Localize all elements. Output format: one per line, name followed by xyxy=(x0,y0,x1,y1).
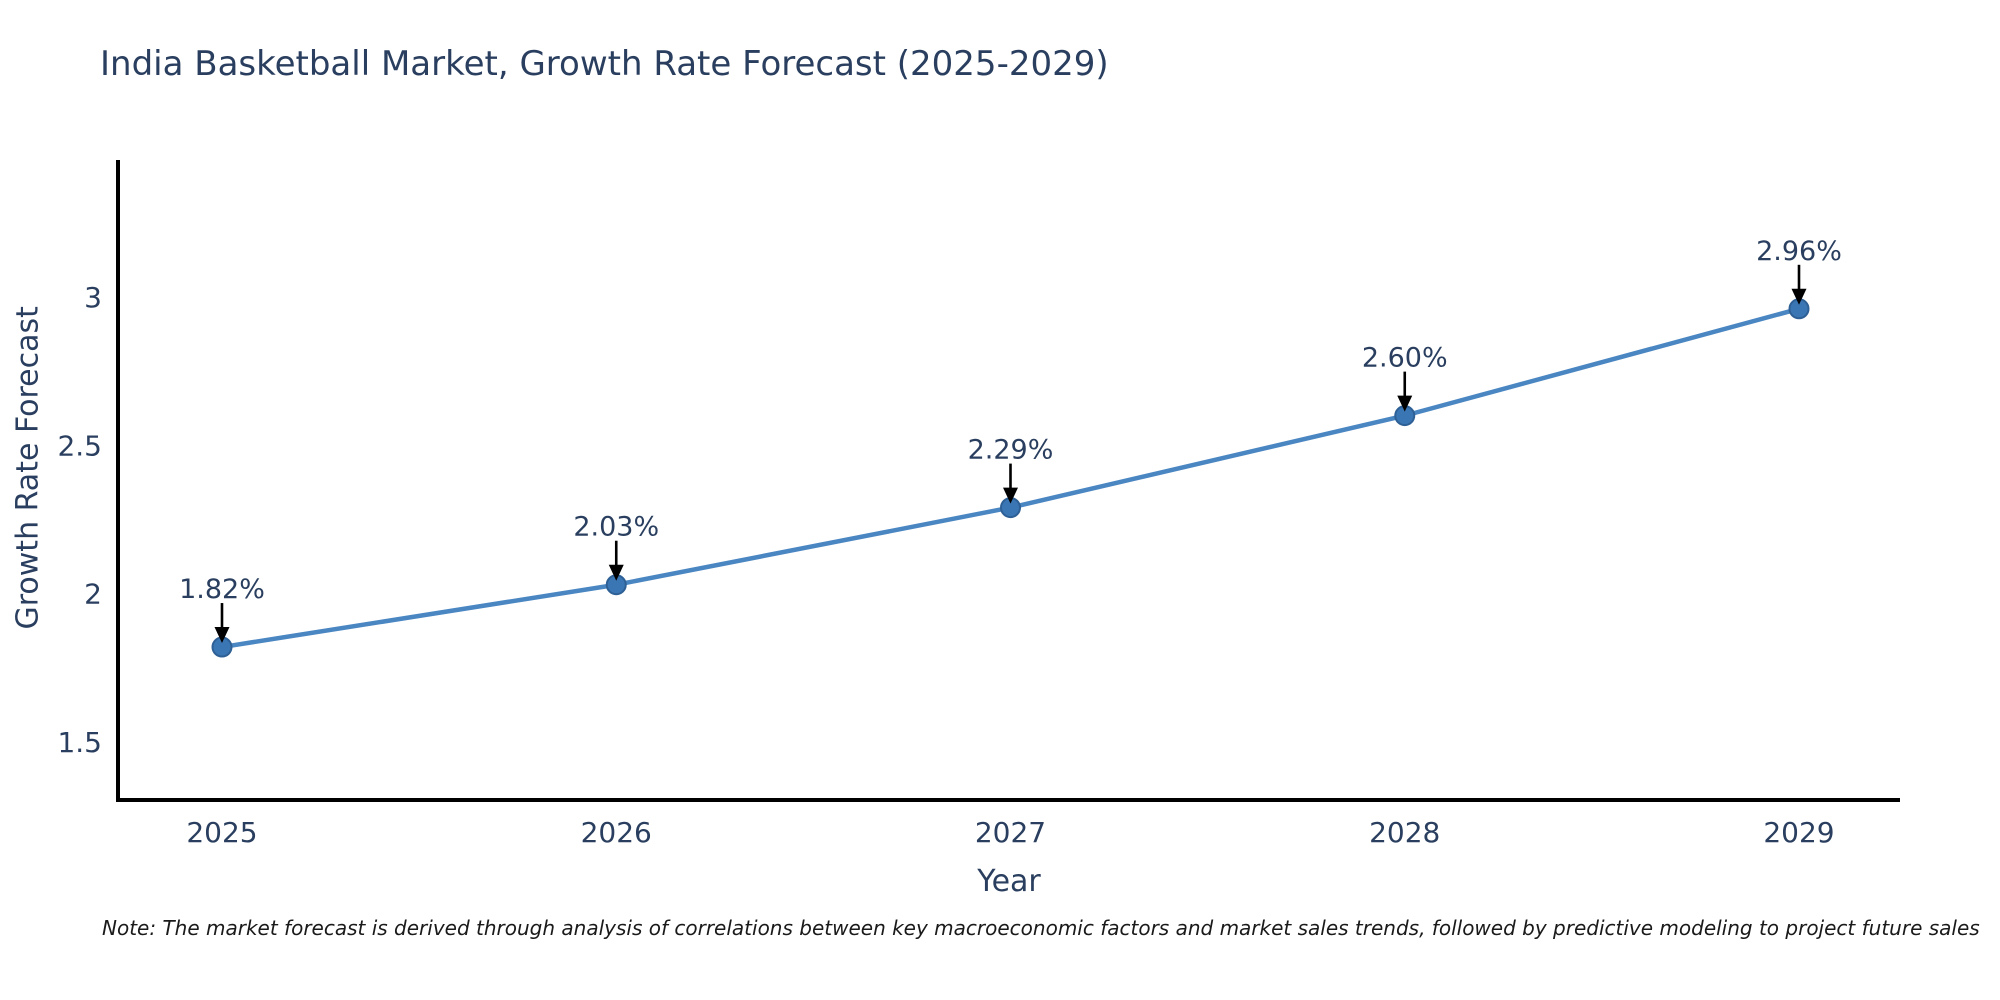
y-tick-label: 1.5 xyxy=(57,726,102,759)
x-tick-label: 2028 xyxy=(1369,816,1440,849)
data-point-label: 2.29% xyxy=(968,435,1054,466)
y-tick-label: 2.5 xyxy=(57,429,102,462)
x-tick-label: 2026 xyxy=(581,816,652,849)
x-axis-title: Year xyxy=(977,864,1041,899)
x-tick-label: 2027 xyxy=(975,816,1046,849)
data-point-label: 2.96% xyxy=(1756,236,1842,267)
x-tick-label: 2029 xyxy=(1763,816,1834,849)
annotation-arrow-head xyxy=(1003,487,1018,504)
x-tick-label: 2025 xyxy=(186,816,257,849)
chart-title: India Basketball Market, Growth Rate For… xyxy=(100,44,1109,84)
annotation-arrow-head xyxy=(1397,395,1413,412)
footnote: Note: The market forecast is derived thr… xyxy=(102,916,1980,940)
data-point-label: 1.82% xyxy=(179,574,265,605)
y-tick-label: 3 xyxy=(84,281,102,314)
annotation-arrow-head xyxy=(608,564,624,581)
annotation-arrow-head xyxy=(1791,288,1807,305)
data-point-label: 2.03% xyxy=(573,512,659,543)
annotation-arrow-head xyxy=(214,627,230,644)
y-tick-label: 2 xyxy=(84,578,102,611)
data-point-label: 2.60% xyxy=(1362,343,1448,374)
